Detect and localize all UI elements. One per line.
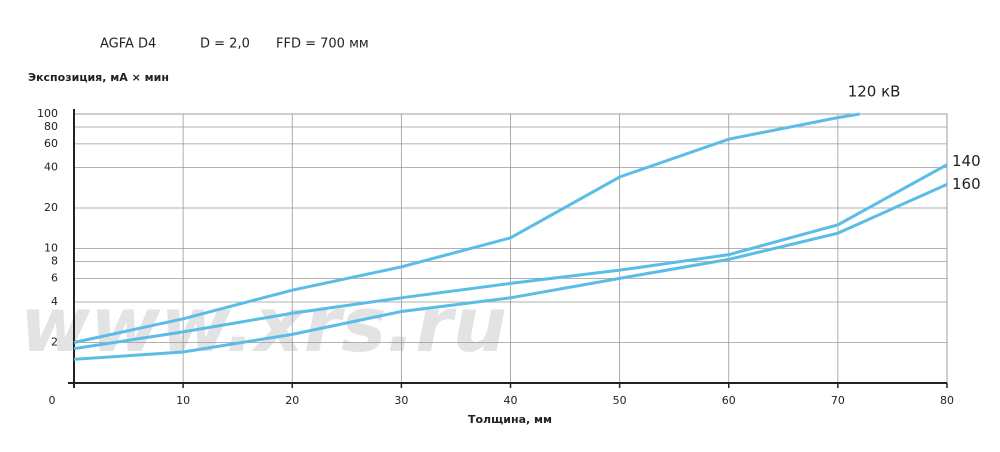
series-label: 120 кВ — [848, 83, 901, 101]
x-tick-label: 60 — [722, 394, 736, 407]
y-tick-label: 8 — [51, 255, 58, 268]
x-axis-label: Толщина, мм — [468, 413, 552, 426]
series-line — [73, 112, 860, 344]
x-tick-label: 40 — [504, 394, 518, 407]
y-tick-label: 60 — [44, 137, 58, 150]
y-tick-label: 4 — [51, 295, 58, 308]
y-tick-label: 80 — [44, 120, 58, 133]
y-tick-label: 40 — [44, 161, 58, 174]
x-tick-label: 70 — [831, 394, 845, 407]
y-tick-label: 2 — [51, 336, 58, 349]
y-axis-label: Экспозиция, мА × мин — [28, 71, 169, 84]
x-tick-label: 20 — [285, 394, 299, 407]
series-line — [73, 182, 948, 361]
x-tick-label: 50 — [613, 394, 627, 407]
y-tick-label: 100 — [37, 107, 58, 120]
series-line — [73, 163, 948, 351]
y-tick-label: 6 — [51, 271, 58, 284]
x-tick-label: 30 — [394, 394, 408, 407]
header-text: FFD = 700 мм — [276, 37, 369, 52]
x-tick-label: 0 — [49, 394, 56, 407]
header-text: D = 2,0 — [200, 37, 250, 52]
y-tick-label: 20 — [44, 201, 58, 214]
x-tick-label: 80 — [940, 394, 954, 407]
series-label: 140 — [952, 152, 981, 170]
x-tick-label: 10 — [176, 394, 190, 407]
series-label: 160 — [952, 175, 981, 193]
y-tick-label: 10 — [44, 242, 58, 255]
header-text: AGFA D4 — [100, 37, 156, 52]
